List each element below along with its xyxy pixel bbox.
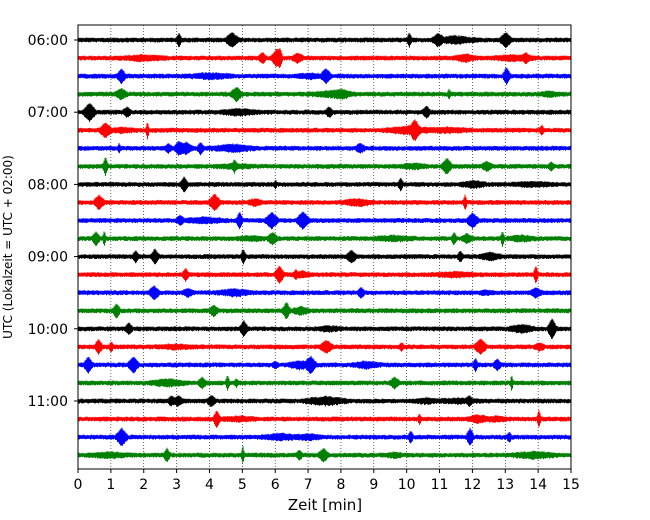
trace-row-1015	[77, 338, 572, 355]
y-tick-label: 10:00	[28, 322, 68, 338]
x-axis: 0 1 2 3 4 5 6 7 8 9 10 11 12 13 14 15	[74, 469, 580, 493]
x-tick-label: 7	[304, 477, 313, 493]
trace-row-0700	[77, 103, 572, 122]
x-tick-label: 5	[238, 477, 247, 493]
trace-row-0930	[77, 285, 572, 301]
x-tick-label: 9	[369, 477, 378, 493]
trace-row-1115	[77, 409, 572, 428]
trace-row-0945	[77, 302, 572, 320]
x-tick-label: 14	[529, 477, 547, 493]
x-tick-label: 6	[271, 477, 280, 493]
trace-row-0915	[77, 265, 572, 284]
trace-row-0800	[77, 176, 572, 193]
trace-row-0600	[77, 32, 572, 49]
x-tick-label: 2	[139, 477, 148, 493]
trace-row-0730	[77, 140, 572, 156]
y-tick-label: 07:00	[28, 105, 68, 121]
y-tick-label: 06:00	[28, 33, 68, 49]
x-tick-label: 3	[172, 477, 181, 493]
x-tick-label: 8	[336, 477, 345, 493]
y-tick-label: 09:00	[28, 250, 68, 266]
x-tick-label: 12	[463, 477, 481, 493]
x-tick-label: 15	[562, 477, 580, 493]
trace-row-0645	[77, 86, 572, 103]
y-axis: 06:00 07:00 08:00 09:00 10:00 11:00	[28, 33, 78, 410]
x-tick-label: 11	[431, 477, 449, 493]
trace-row-0900	[77, 248, 572, 265]
x-tick-label: 0	[74, 477, 83, 493]
trace-row-1130	[77, 427, 572, 446]
x-tick-label: 1	[106, 477, 115, 493]
trace-row-0745	[77, 157, 572, 177]
y-tick-label: 11:00	[28, 394, 68, 410]
x-tick-label: 4	[205, 477, 214, 493]
trace-row-1145	[77, 445, 572, 463]
plot-frame	[77, 24, 572, 470]
trace-row-0630	[77, 67, 572, 85]
trace-row-1100	[77, 395, 572, 408]
trace-row-0830	[77, 211, 572, 230]
trace-row-1000	[77, 318, 572, 340]
x-tick-label: 10	[398, 477, 416, 493]
trace-row-1030	[77, 355, 572, 374]
trace-row-1045	[77, 375, 572, 391]
grid-lines	[110, 25, 539, 469]
trace-row-0615	[77, 47, 572, 69]
trace-row-0845	[77, 231, 572, 247]
x-axis-label: Zeit [min]	[288, 496, 362, 514]
y-axis-label: UTC (Lokalzeit = UTC + 02:00)	[1, 155, 15, 339]
y-tick-label: 08:00	[28, 177, 68, 193]
trace-row-0715	[77, 119, 572, 141]
x-tick-label: 13	[496, 477, 514, 493]
seismic-traces	[77, 32, 572, 463]
trace-row-0815	[77, 193, 572, 212]
